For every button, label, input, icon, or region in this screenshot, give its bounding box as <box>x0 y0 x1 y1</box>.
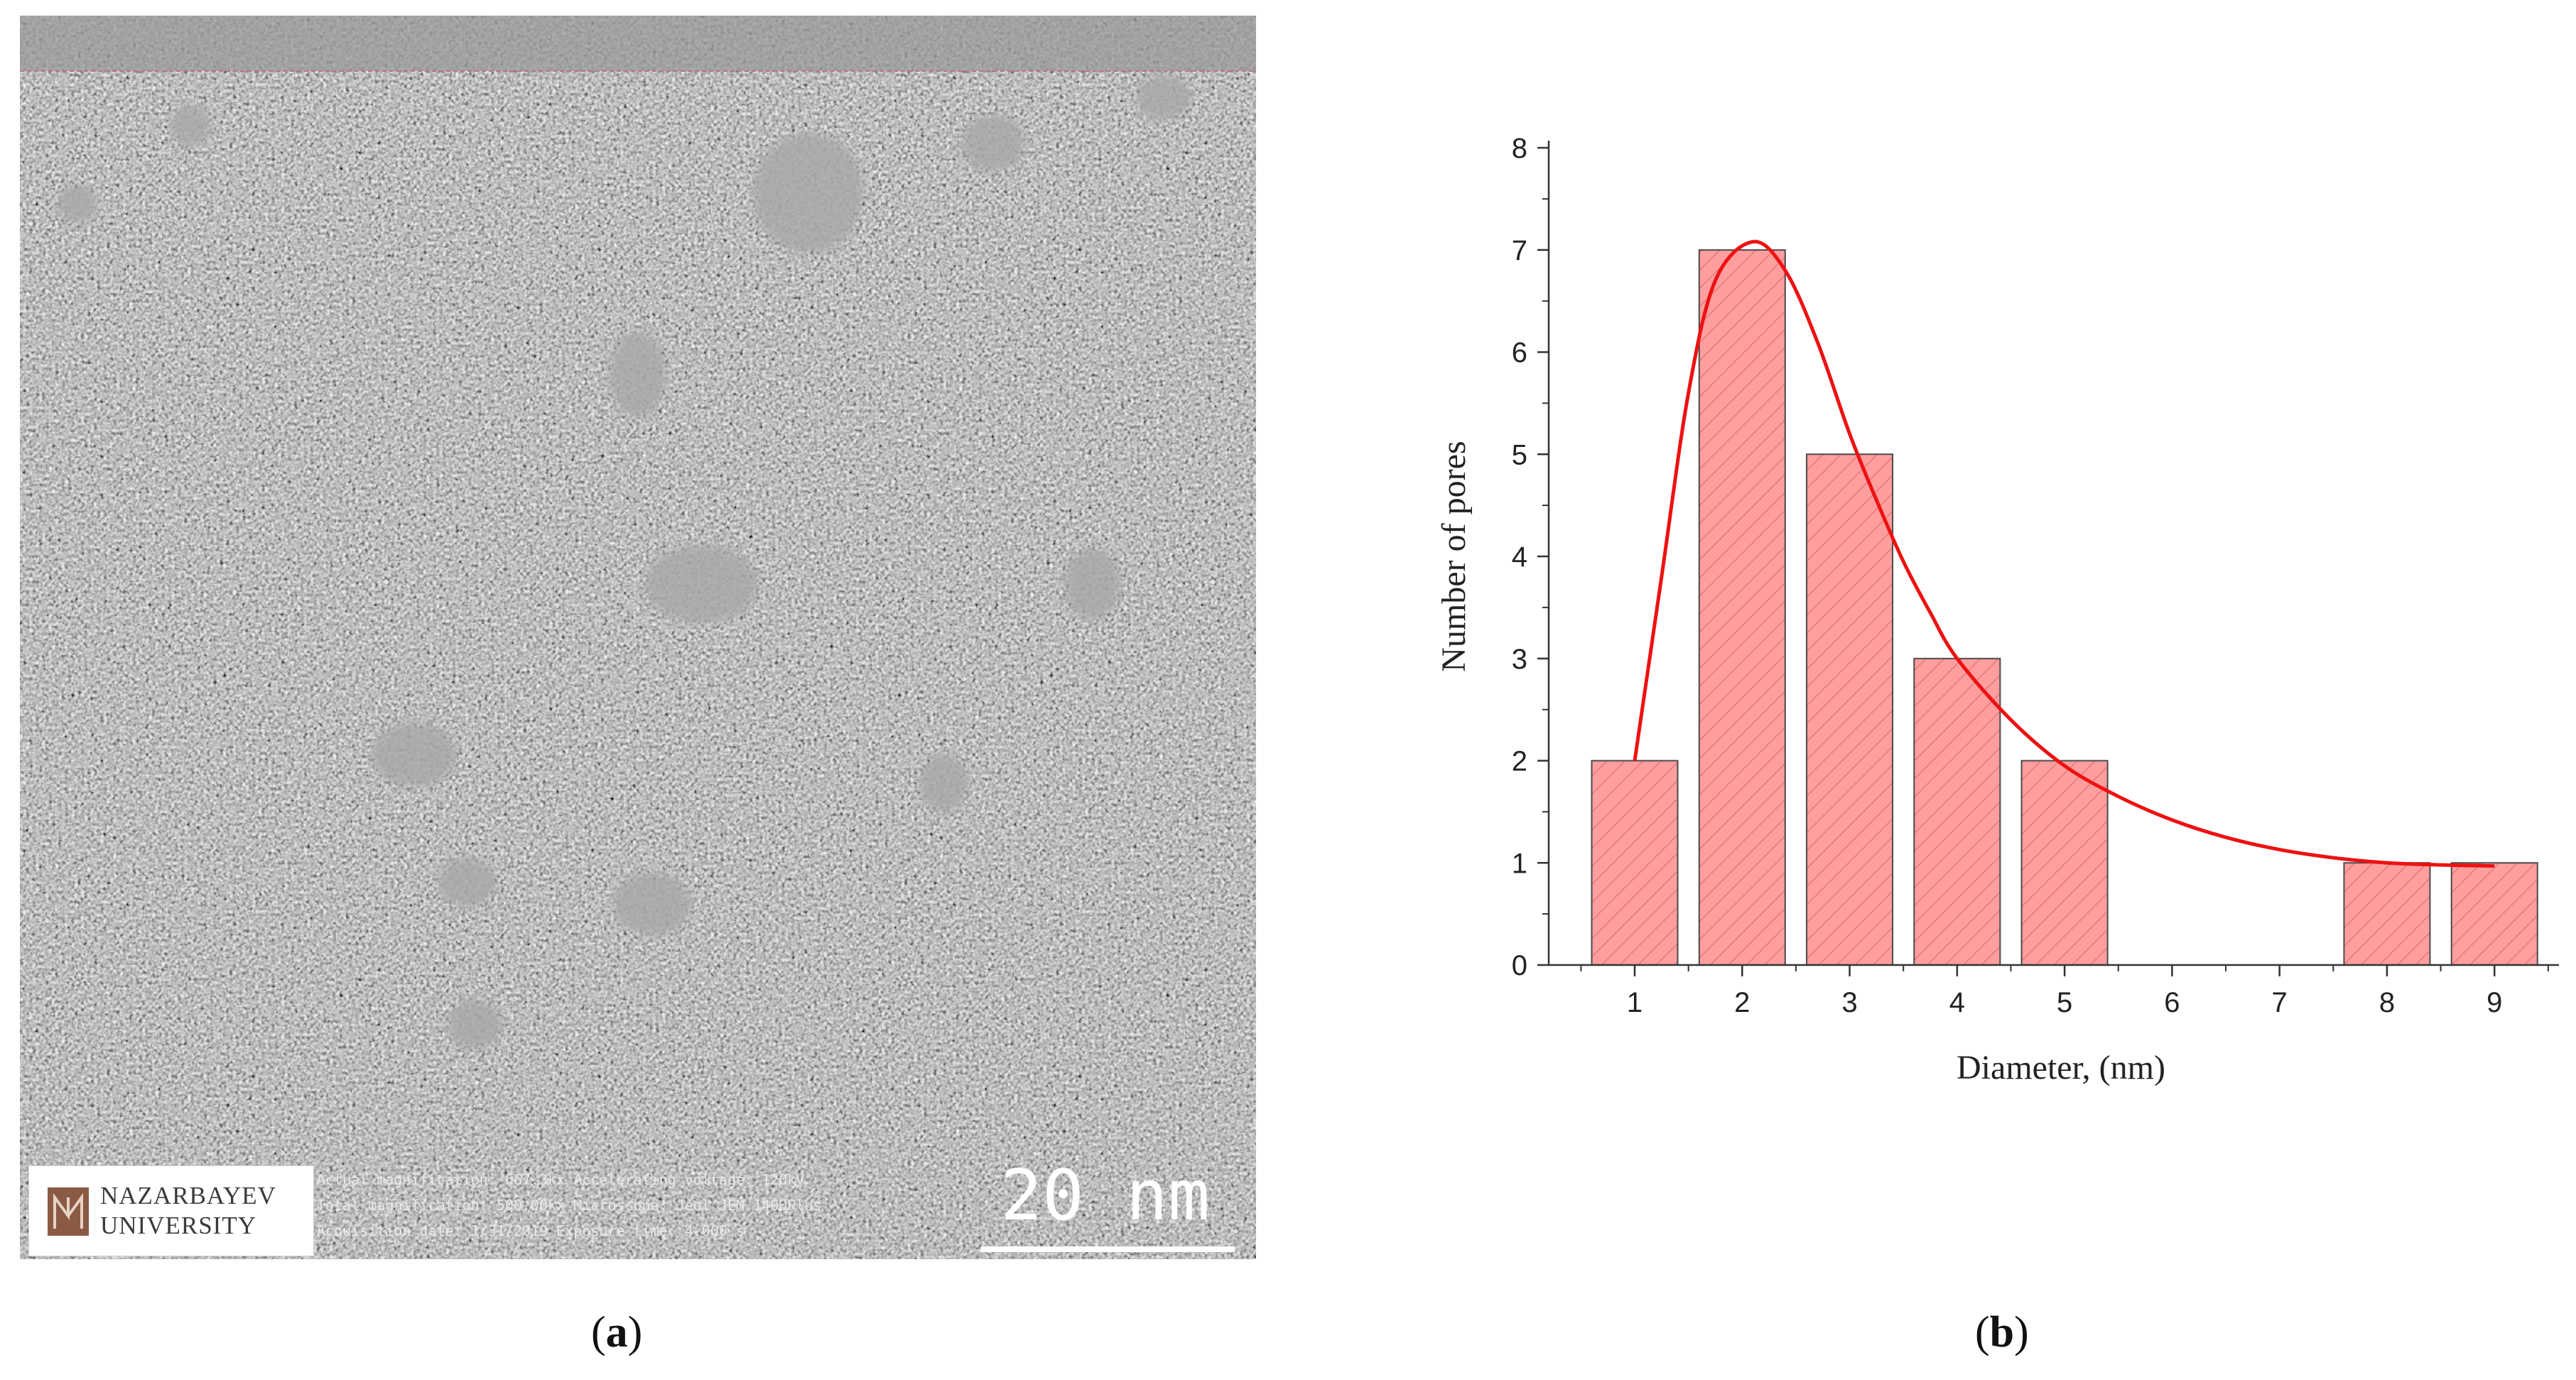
bar-4 <box>1913 657 2001 966</box>
bar-1 <box>1591 760 1679 966</box>
x-tick-label-9: 9 <box>2486 987 2502 1018</box>
x-tick-label-3: 3 <box>1841 987 1857 1018</box>
logo-text-line2: UNIVERSITY <box>100 1212 256 1239</box>
pore-size-histogram: 0 1 2 3 4 5 6 7 8 1 2 3 4 5 6 7 8 9 Diameter, (nm) Number… <box>1435 133 2559 1087</box>
x-tick-label-2: 2 <box>1734 987 1750 1018</box>
y-tick-label-5: 5 <box>1512 439 1527 470</box>
axes-layer: 0 1 2 3 4 5 6 7 8 1 2 3 4 5 6 7 8 9 <box>1512 133 2559 1018</box>
panel-b-caption: (b) <box>1975 1308 2029 1357</box>
y-tick-label-0: 0 <box>1512 950 1527 981</box>
bar-8 <box>2343 862 2431 966</box>
panel-b-caption-letter: b <box>1989 1308 2015 1357</box>
university-emblem-icon <box>48 1187 89 1236</box>
bar-2 <box>1698 249 1786 966</box>
x-tick-label-5: 5 <box>2057 987 2072 1018</box>
y-tick-label-3: 3 <box>1512 644 1527 675</box>
acquisition-metadata-line2: Total magnification: 500.00kx Microscope… <box>317 1197 822 1214</box>
y-tick-label-4: 4 <box>1512 541 1527 573</box>
logo-text-line1: NAZARBAYEV <box>100 1182 276 1209</box>
x-tick-label-6: 6 <box>2164 987 2180 1018</box>
bars-layer <box>1591 249 2538 966</box>
x-tick-label-1: 1 <box>1627 987 1643 1018</box>
panel-a-caption-letter: a <box>605 1308 628 1357</box>
x-tick-label-7: 7 <box>2272 987 2288 1018</box>
tem-micrograph-panel: NAZARBAYEV UNIVERSITY Actual magnificati… <box>20 16 1256 1259</box>
university-logo: NAZARBAYEV UNIVERSITY <box>28 1165 314 1256</box>
panel-a-caption: (a) <box>591 1308 643 1357</box>
pore-spots <box>57 75 1192 1050</box>
x-tick-label-4: 4 <box>1949 987 1965 1018</box>
y-axis-title: Number of pores <box>1435 441 1473 672</box>
x-axis-title: Diameter, (nm) <box>1957 1049 2165 1087</box>
acquisition-metadata-line3: Acquisition date: 1/31/2019 Exposure tim… <box>317 1222 745 1239</box>
y-tick-label-1: 1 <box>1512 848 1527 879</box>
fit-curve <box>1633 239 2495 868</box>
scale-bar <box>980 1246 1235 1252</box>
bar-5 <box>2020 760 2109 966</box>
y-tick-label-8: 8 <box>1512 133 1527 164</box>
y-tick-label-6: 6 <box>1512 338 1527 369</box>
bar-9 <box>2450 862 2538 966</box>
pore-size-histogram-panel: 0 1 2 3 4 5 6 7 8 1 2 3 4 5 6 7 8 9 Diameter, (nm) Number… <box>1414 85 2572 1151</box>
bar-3 <box>1806 453 1894 966</box>
acquisition-metadata-line1: Actual magnification: 667.3kx Accelerati… <box>317 1171 805 1188</box>
tem-micrograph-image <box>20 16 1256 1259</box>
y-tick-label-7: 7 <box>1512 235 1527 266</box>
scale-bar-label: 20 nm <box>1000 1155 1211 1236</box>
x-tick-label-8: 8 <box>2379 987 2395 1018</box>
y-tick-label-2: 2 <box>1512 746 1527 777</box>
